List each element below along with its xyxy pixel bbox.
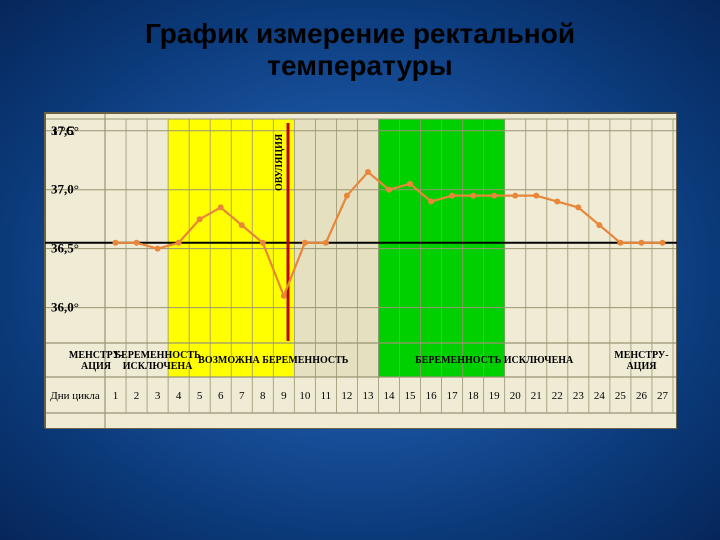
svg-text:МЕНСТРУ-: МЕНСТРУ- [614, 350, 668, 361]
svg-text:20: 20 [510, 390, 522, 402]
svg-text:18: 18 [468, 390, 480, 402]
svg-text:9: 9 [281, 390, 287, 402]
svg-text:Дни цикла: Дни цикла [50, 390, 100, 402]
title-line2: температуры [267, 50, 452, 81]
svg-text:4: 4 [176, 390, 182, 402]
svg-text:17: 17 [447, 390, 459, 402]
chart-container: ОВУЛЯЦИЯt °C37,5°37,0°36,5°36,0°МЕНСТРУ-… [44, 112, 676, 428]
svg-text:14: 14 [384, 390, 396, 402]
svg-text:22: 22 [552, 390, 563, 402]
svg-text:36,0°: 36,0° [51, 300, 79, 315]
svg-text:25: 25 [615, 390, 627, 402]
svg-text:24: 24 [594, 390, 606, 402]
title-line1: График измерение ректальной [145, 18, 575, 49]
svg-text:ВОЗМОЖНА БЕРЕМЕННОСТЬ: ВОЗМОЖНА БЕРЕМЕННОСТЬ [198, 355, 349, 366]
svg-text:АЦИЯ: АЦИЯ [81, 361, 112, 372]
svg-text:15: 15 [405, 390, 417, 402]
svg-text:ОВУЛЯЦИЯ: ОВУЛЯЦИЯ [274, 133, 285, 191]
svg-text:26: 26 [636, 390, 648, 402]
svg-text:7: 7 [239, 390, 245, 402]
svg-text:36,5°: 36,5° [51, 241, 79, 256]
svg-text:БЕРЕМЕННОСТЬ: БЕРЕМЕННОСТЬ [115, 350, 202, 361]
temperature-chart: ОВУЛЯЦИЯt °C37,5°37,0°36,5°36,0°МЕНСТРУ-… [45, 113, 677, 429]
svg-text:10: 10 [299, 390, 311, 402]
page-title: График измерение ректальной температуры [145, 18, 575, 82]
svg-text:8: 8 [260, 390, 266, 402]
svg-text:12: 12 [341, 390, 352, 402]
svg-text:13: 13 [362, 390, 374, 402]
svg-text:27: 27 [657, 390, 669, 402]
svg-text:37,5°: 37,5° [51, 123, 79, 138]
svg-text:23: 23 [573, 390, 585, 402]
svg-text:ИСКЛЮЧЕНА: ИСКЛЮЧЕНА [123, 361, 193, 372]
svg-text:19: 19 [489, 390, 501, 402]
svg-text:11: 11 [321, 390, 332, 402]
svg-text:5: 5 [197, 390, 203, 402]
svg-text:6: 6 [218, 390, 224, 402]
svg-text:АЦИЯ: АЦИЯ [626, 361, 657, 372]
svg-text:2: 2 [134, 390, 140, 402]
svg-text:16: 16 [426, 390, 438, 402]
svg-text:21: 21 [531, 390, 542, 402]
svg-text:37,0°: 37,0° [51, 182, 79, 197]
svg-text:БЕРЕМЕННОСТЬ ИСКЛЮЧЕНА: БЕРЕМЕННОСТЬ ИСКЛЮЧЕНА [415, 355, 574, 366]
svg-text:1: 1 [113, 390, 119, 402]
svg-text:3: 3 [155, 390, 161, 402]
